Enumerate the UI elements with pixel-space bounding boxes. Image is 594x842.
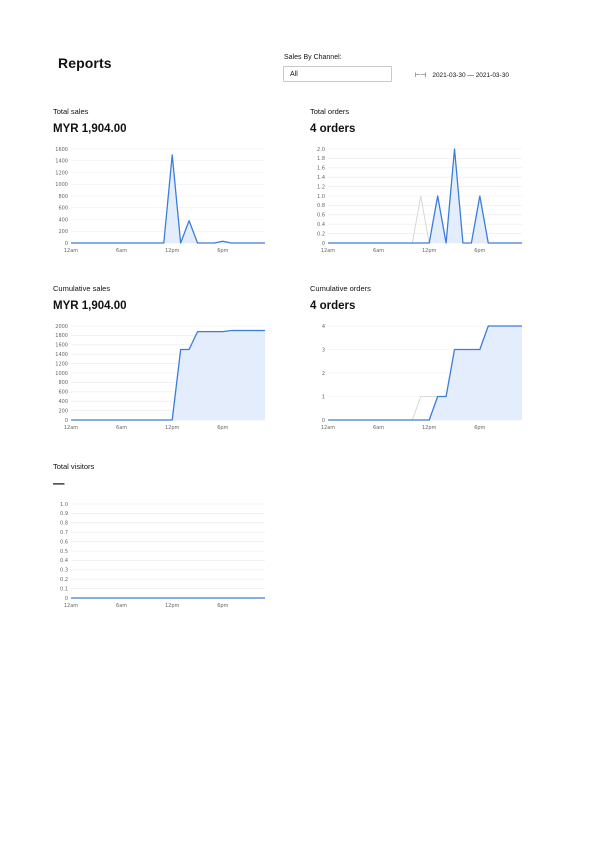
y-tick-label: 0.8: [60, 521, 68, 527]
card-title: Cumulative orders: [310, 284, 371, 293]
y-tick-label: 200: [58, 408, 68, 414]
y-tick-label: 1200: [55, 361, 68, 367]
date-range-picker[interactable]: ⊢⊣ 2021-03-30 — 2021-03-30: [415, 71, 509, 79]
x-tick-label: 6am: [373, 425, 384, 431]
card-value: MYR 1,904.00: [53, 300, 127, 312]
y-tick-label: 600: [58, 390, 68, 396]
y-tick-label: 0.8: [317, 203, 325, 209]
sales-channel-value: All: [290, 71, 298, 78]
series-line: [328, 325, 522, 421]
x-tick-label: 12am: [321, 248, 335, 254]
series-line: [71, 329, 265, 421]
x-tick-label: 6am: [116, 425, 127, 431]
y-tick-label: 1: [322, 394, 325, 400]
series-area: [71, 330, 265, 420]
card-title: Total orders: [310, 107, 350, 116]
y-tick-label: 1600: [55, 343, 68, 349]
y-tick-label: 0.2: [60, 577, 68, 583]
y-tick-label: 3: [322, 347, 325, 353]
card-value: 4 orders: [310, 123, 356, 135]
y-tick-label: 1400: [55, 159, 68, 165]
y-tick-label: 4: [322, 324, 325, 330]
y-tick-label: 1400: [55, 352, 68, 358]
x-tick-label: 12pm: [422, 425, 437, 431]
total-visitors-chart: 0 0.1 0.2 0.3 0.4 0.5 0.6 0.7 0.8 0.9 1.0 12am 6am 12…: [60, 502, 265, 609]
y-tick-label: 1000: [55, 182, 68, 188]
total-sales-chart: 0 200 400 600 800 1000 1200 1400 1600 12am 6am 12pm…: [55, 147, 265, 254]
y-tick-label: 600: [58, 206, 68, 212]
x-tick-label: 6pm: [217, 248, 228, 254]
series-line: [71, 154, 265, 244]
y-tick-label: 400: [58, 399, 68, 405]
y-tick-label: 0.4: [60, 558, 68, 564]
x-tick-label: 6am: [116, 603, 127, 609]
sales-channel-select[interactable]: All: [283, 66, 392, 82]
y-tick-label: 1.8: [317, 156, 325, 162]
total-orders-chart: 0 0.2 0.4 0.6 0.8 1.0 1.2 1.4 1.6 1.8 2.0 12am 6am 12…: [317, 147, 522, 254]
card-value: —: [53, 478, 65, 490]
card-value: MYR 1,904.00: [53, 123, 127, 135]
y-tick-label: 0.6: [60, 539, 68, 545]
y-tick-label: 0: [65, 418, 68, 424]
card-title: Total sales: [53, 107, 89, 116]
y-tick-label: 0: [322, 241, 325, 247]
x-tick-label: 12pm: [165, 248, 180, 254]
y-tick-label: 0.2: [317, 231, 325, 237]
y-tick-label: 0.6: [317, 213, 325, 219]
y-tick-label: 1.6: [317, 166, 325, 172]
y-tick-label: 200: [58, 229, 68, 235]
x-tick-label: 6am: [116, 248, 127, 254]
y-tick-label: 0: [322, 418, 325, 424]
x-tick-label: 12am: [64, 425, 78, 431]
y-tick-label: 1.0: [60, 502, 68, 508]
y-tick-label: 1000: [55, 371, 68, 377]
y-tick-label: 800: [58, 380, 68, 386]
y-tick-label: 2.0: [317, 147, 325, 153]
x-tick-label: 12am: [321, 425, 335, 431]
x-tick-label: 12am: [64, 248, 78, 254]
y-tick-label: 0.7: [60, 530, 68, 536]
sales-channel-label: Sales By Channel:: [284, 54, 342, 61]
y-tick-label: 0.9: [60, 511, 68, 517]
x-tick-label: 6pm: [217, 425, 228, 431]
x-tick-label: 12pm: [422, 248, 437, 254]
card-value: 4 orders: [310, 300, 356, 312]
comparison-series-line: [411, 195, 430, 244]
x-tick-label: 12pm: [165, 603, 180, 609]
y-tick-label: 1600: [55, 147, 68, 153]
page-title: Reports: [58, 55, 112, 71]
y-tick-label: 1800: [55, 333, 68, 339]
card-title: Total visitors: [53, 462, 95, 471]
x-tick-label: 6pm: [217, 603, 228, 609]
x-tick-label: 6pm: [474, 425, 485, 431]
date-range-text: 2021-03-30 — 2021-03-30: [432, 72, 509, 79]
y-tick-label: 400: [58, 217, 68, 223]
y-tick-label: 0: [65, 241, 68, 247]
y-tick-label: 1.4: [317, 175, 325, 181]
calendar-icon: ⊢⊣: [415, 72, 427, 79]
cumulative-sales-chart: 0 200 400 600 800 1000 1200 1400 1600 1800 2000 12a…: [55, 324, 265, 431]
y-tick-label: 0.3: [60, 568, 68, 574]
x-tick-label: 12pm: [165, 425, 180, 431]
y-tick-label: 2: [322, 371, 325, 377]
x-tick-label: 12am: [64, 603, 78, 609]
y-tick-label: 1200: [55, 170, 68, 176]
y-tick-label: 0: [65, 596, 68, 602]
x-tick-label: 6am: [373, 248, 384, 254]
y-tick-label: 1.0: [317, 194, 325, 200]
y-tick-label: 0.4: [317, 222, 325, 228]
y-tick-label: 0.1: [60, 586, 68, 592]
series-line: [328, 148, 522, 244]
y-tick-label: 1.2: [317, 184, 325, 190]
y-tick-label: 0.5: [60, 549, 68, 555]
card-title: Cumulative sales: [53, 284, 111, 293]
cumulative-orders-chart: 0 1 2 3 4 12am 6am 12pm 6pm: [321, 324, 522, 431]
x-tick-label: 6pm: [474, 248, 485, 254]
y-tick-label: 2000: [55, 324, 68, 330]
y-tick-label: 800: [58, 194, 68, 200]
